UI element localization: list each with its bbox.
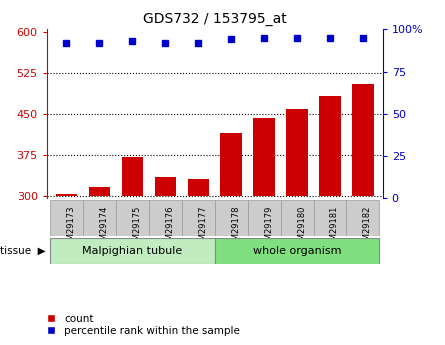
Bar xyxy=(50,238,214,264)
Bar xyxy=(149,200,182,236)
Text: GSM29181: GSM29181 xyxy=(330,206,339,251)
Text: tissue  ▶: tissue ▶ xyxy=(0,246,46,256)
Text: GSM29174: GSM29174 xyxy=(99,206,109,251)
Text: GSM29179: GSM29179 xyxy=(264,206,273,251)
Bar xyxy=(347,200,380,236)
Text: GSM29177: GSM29177 xyxy=(198,206,207,251)
Bar xyxy=(253,118,275,196)
Bar xyxy=(248,200,281,236)
Text: GSM29178: GSM29178 xyxy=(231,206,240,251)
Bar xyxy=(214,200,248,236)
Bar xyxy=(89,187,110,196)
Bar xyxy=(281,200,314,236)
Bar xyxy=(352,84,374,196)
Bar xyxy=(286,109,308,196)
Text: GSM29176: GSM29176 xyxy=(165,206,174,251)
Text: GSM29180: GSM29180 xyxy=(297,206,306,251)
Legend: count, percentile rank within the sample: count, percentile rank within the sample xyxy=(36,309,244,340)
Bar xyxy=(50,200,83,236)
Text: Malpighian tubule: Malpighian tubule xyxy=(82,246,182,256)
Title: GDS732 / 153795_at: GDS732 / 153795_at xyxy=(143,11,287,26)
Bar xyxy=(214,238,380,264)
Text: whole organism: whole organism xyxy=(253,246,341,256)
Bar xyxy=(314,200,347,236)
Bar xyxy=(121,157,143,196)
Bar xyxy=(187,179,209,196)
Bar xyxy=(56,194,77,196)
Text: GSM29173: GSM29173 xyxy=(66,206,76,251)
Text: GSM29175: GSM29175 xyxy=(132,206,142,251)
Bar xyxy=(320,96,341,196)
Bar xyxy=(182,200,214,236)
Bar xyxy=(83,200,116,236)
Text: GSM29182: GSM29182 xyxy=(363,206,372,251)
Bar xyxy=(116,200,149,236)
Bar xyxy=(154,177,176,196)
Bar xyxy=(220,133,242,196)
